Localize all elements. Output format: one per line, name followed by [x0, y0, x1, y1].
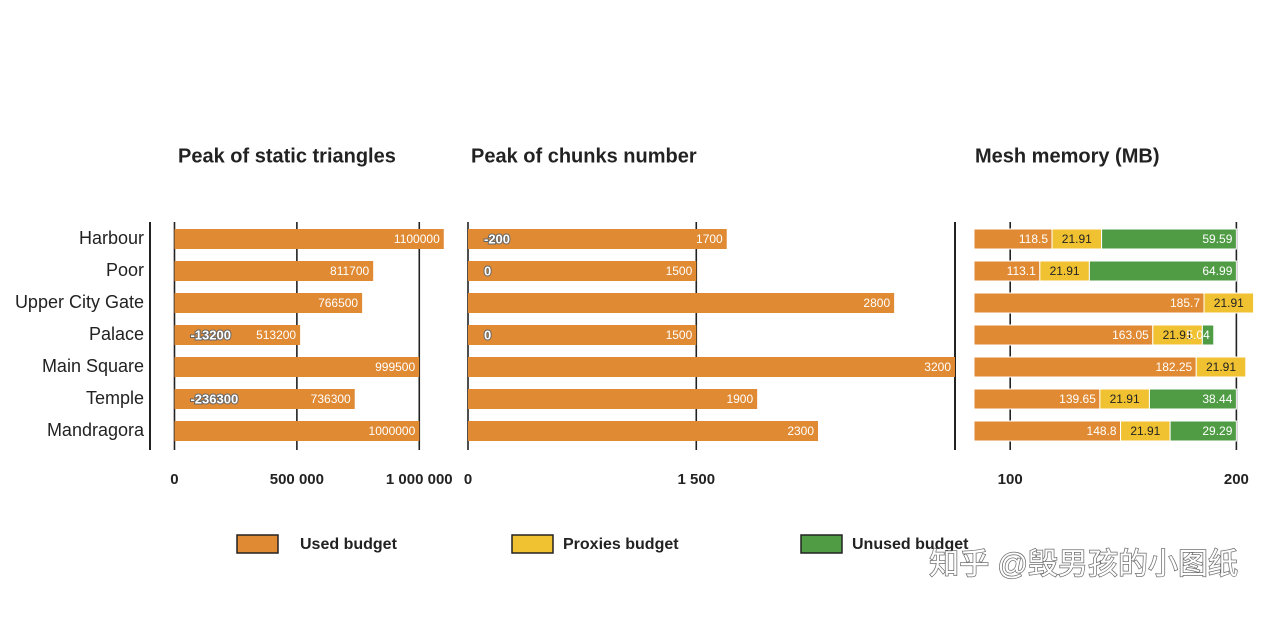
value-label: 2800 [863, 296, 890, 310]
x-tick-label: 0 [170, 471, 178, 488]
legend-label: Proxies budget [563, 536, 679, 553]
x-tick-label: 500 000 [270, 471, 324, 488]
value-label: 21.91 [1163, 328, 1193, 342]
value-label: 999500 [375, 360, 415, 374]
value-label: 64.99 [1202, 264, 1232, 278]
bar [174, 325, 301, 345]
category-label: Upper City Gate [15, 292, 144, 312]
x-tick-label: 1 500 [678, 471, 716, 488]
value-label: 21.91 [1130, 424, 1160, 438]
bar [174, 421, 420, 441]
value-label: 1000000 [369, 424, 416, 438]
value-label: 182.25 [1156, 360, 1193, 374]
bar-segment [1201, 324, 1215, 346]
value-label: 113.1 [1007, 264, 1036, 278]
chart-title: Mesh memory (MB) [975, 145, 1159, 167]
value-label: 29.29 [1202, 424, 1232, 438]
bar-segment [1148, 388, 1237, 410]
value-label: 5.04 [1186, 328, 1210, 342]
value-label: 811700 [330, 264, 369, 278]
bar [468, 229, 727, 249]
value-label: 185.7 [1170, 296, 1200, 310]
badge-label: -200 [484, 231, 510, 246]
bar-segment [1195, 356, 1247, 378]
value-label: 21.91 [1062, 232, 1092, 246]
watermark: 知乎 @毁男孩的小图纸 [929, 548, 1238, 581]
bar-segment [1169, 420, 1237, 442]
chart-title: Peak of chunks number [471, 145, 697, 167]
category-label: Poor [106, 260, 144, 280]
x-tick-label: 100 [998, 471, 1023, 488]
value-label: 1100000 [394, 232, 440, 246]
value-label: 21.91 [1050, 264, 1080, 278]
legend-swatch [800, 534, 843, 554]
legend-label: Used budget [300, 536, 398, 553]
legend-swatch [236, 534, 279, 554]
value-label: 118.5 [1019, 232, 1048, 246]
category-label: Harbour [79, 228, 144, 248]
category-label: Palace [89, 324, 144, 344]
badge-label: -13200 [190, 327, 230, 342]
bar [468, 261, 697, 281]
badge-label: -236300 [190, 391, 238, 406]
bar [174, 389, 355, 409]
bar [468, 357, 955, 377]
value-label: 2300 [787, 424, 814, 438]
bar [174, 293, 363, 313]
badge-label: 0 [484, 263, 491, 278]
bar [468, 325, 697, 345]
value-label: 766500 [318, 296, 358, 310]
legend-swatch [511, 534, 554, 554]
badge-label: 0 [484, 327, 491, 342]
value-label: 38.44 [1202, 392, 1232, 406]
bar-segment [1203, 292, 1255, 314]
bar [174, 261, 374, 281]
x-tick-label: 200 [1224, 471, 1249, 488]
bar-segment [1088, 260, 1237, 282]
value-label: 148.8 [1087, 424, 1117, 438]
value-label: 1700 [696, 232, 723, 246]
value-label: 513200 [256, 328, 296, 342]
bar [468, 421, 819, 441]
bar-segment [1101, 228, 1237, 250]
value-label: 1900 [726, 392, 753, 406]
value-label: 139.65 [1059, 392, 1096, 406]
value-label: 21.91 [1214, 296, 1244, 310]
category-label: Main Square [42, 356, 144, 376]
category-label: Mandragora [47, 420, 145, 440]
value-label: 1500 [666, 264, 693, 278]
legend-label: Unused budget [852, 536, 969, 553]
value-label: 1500 [666, 328, 693, 342]
bar [174, 229, 444, 249]
chart-title: Peak of static triangles [178, 145, 396, 167]
value-label: 21.91 [1206, 360, 1236, 374]
category-label: Temple [86, 388, 144, 408]
value-label: 3200 [924, 360, 951, 374]
x-tick-label: 0 [464, 471, 472, 488]
value-label: 163.05 [1112, 328, 1149, 342]
value-label: 736300 [311, 392, 351, 406]
bar [174, 357, 420, 377]
bar [468, 293, 895, 313]
bar [468, 389, 758, 409]
value-label: 21.91 [1110, 392, 1140, 406]
x-tick-label: 1 000 000 [386, 471, 453, 488]
value-label: 59.59 [1202, 232, 1232, 246]
